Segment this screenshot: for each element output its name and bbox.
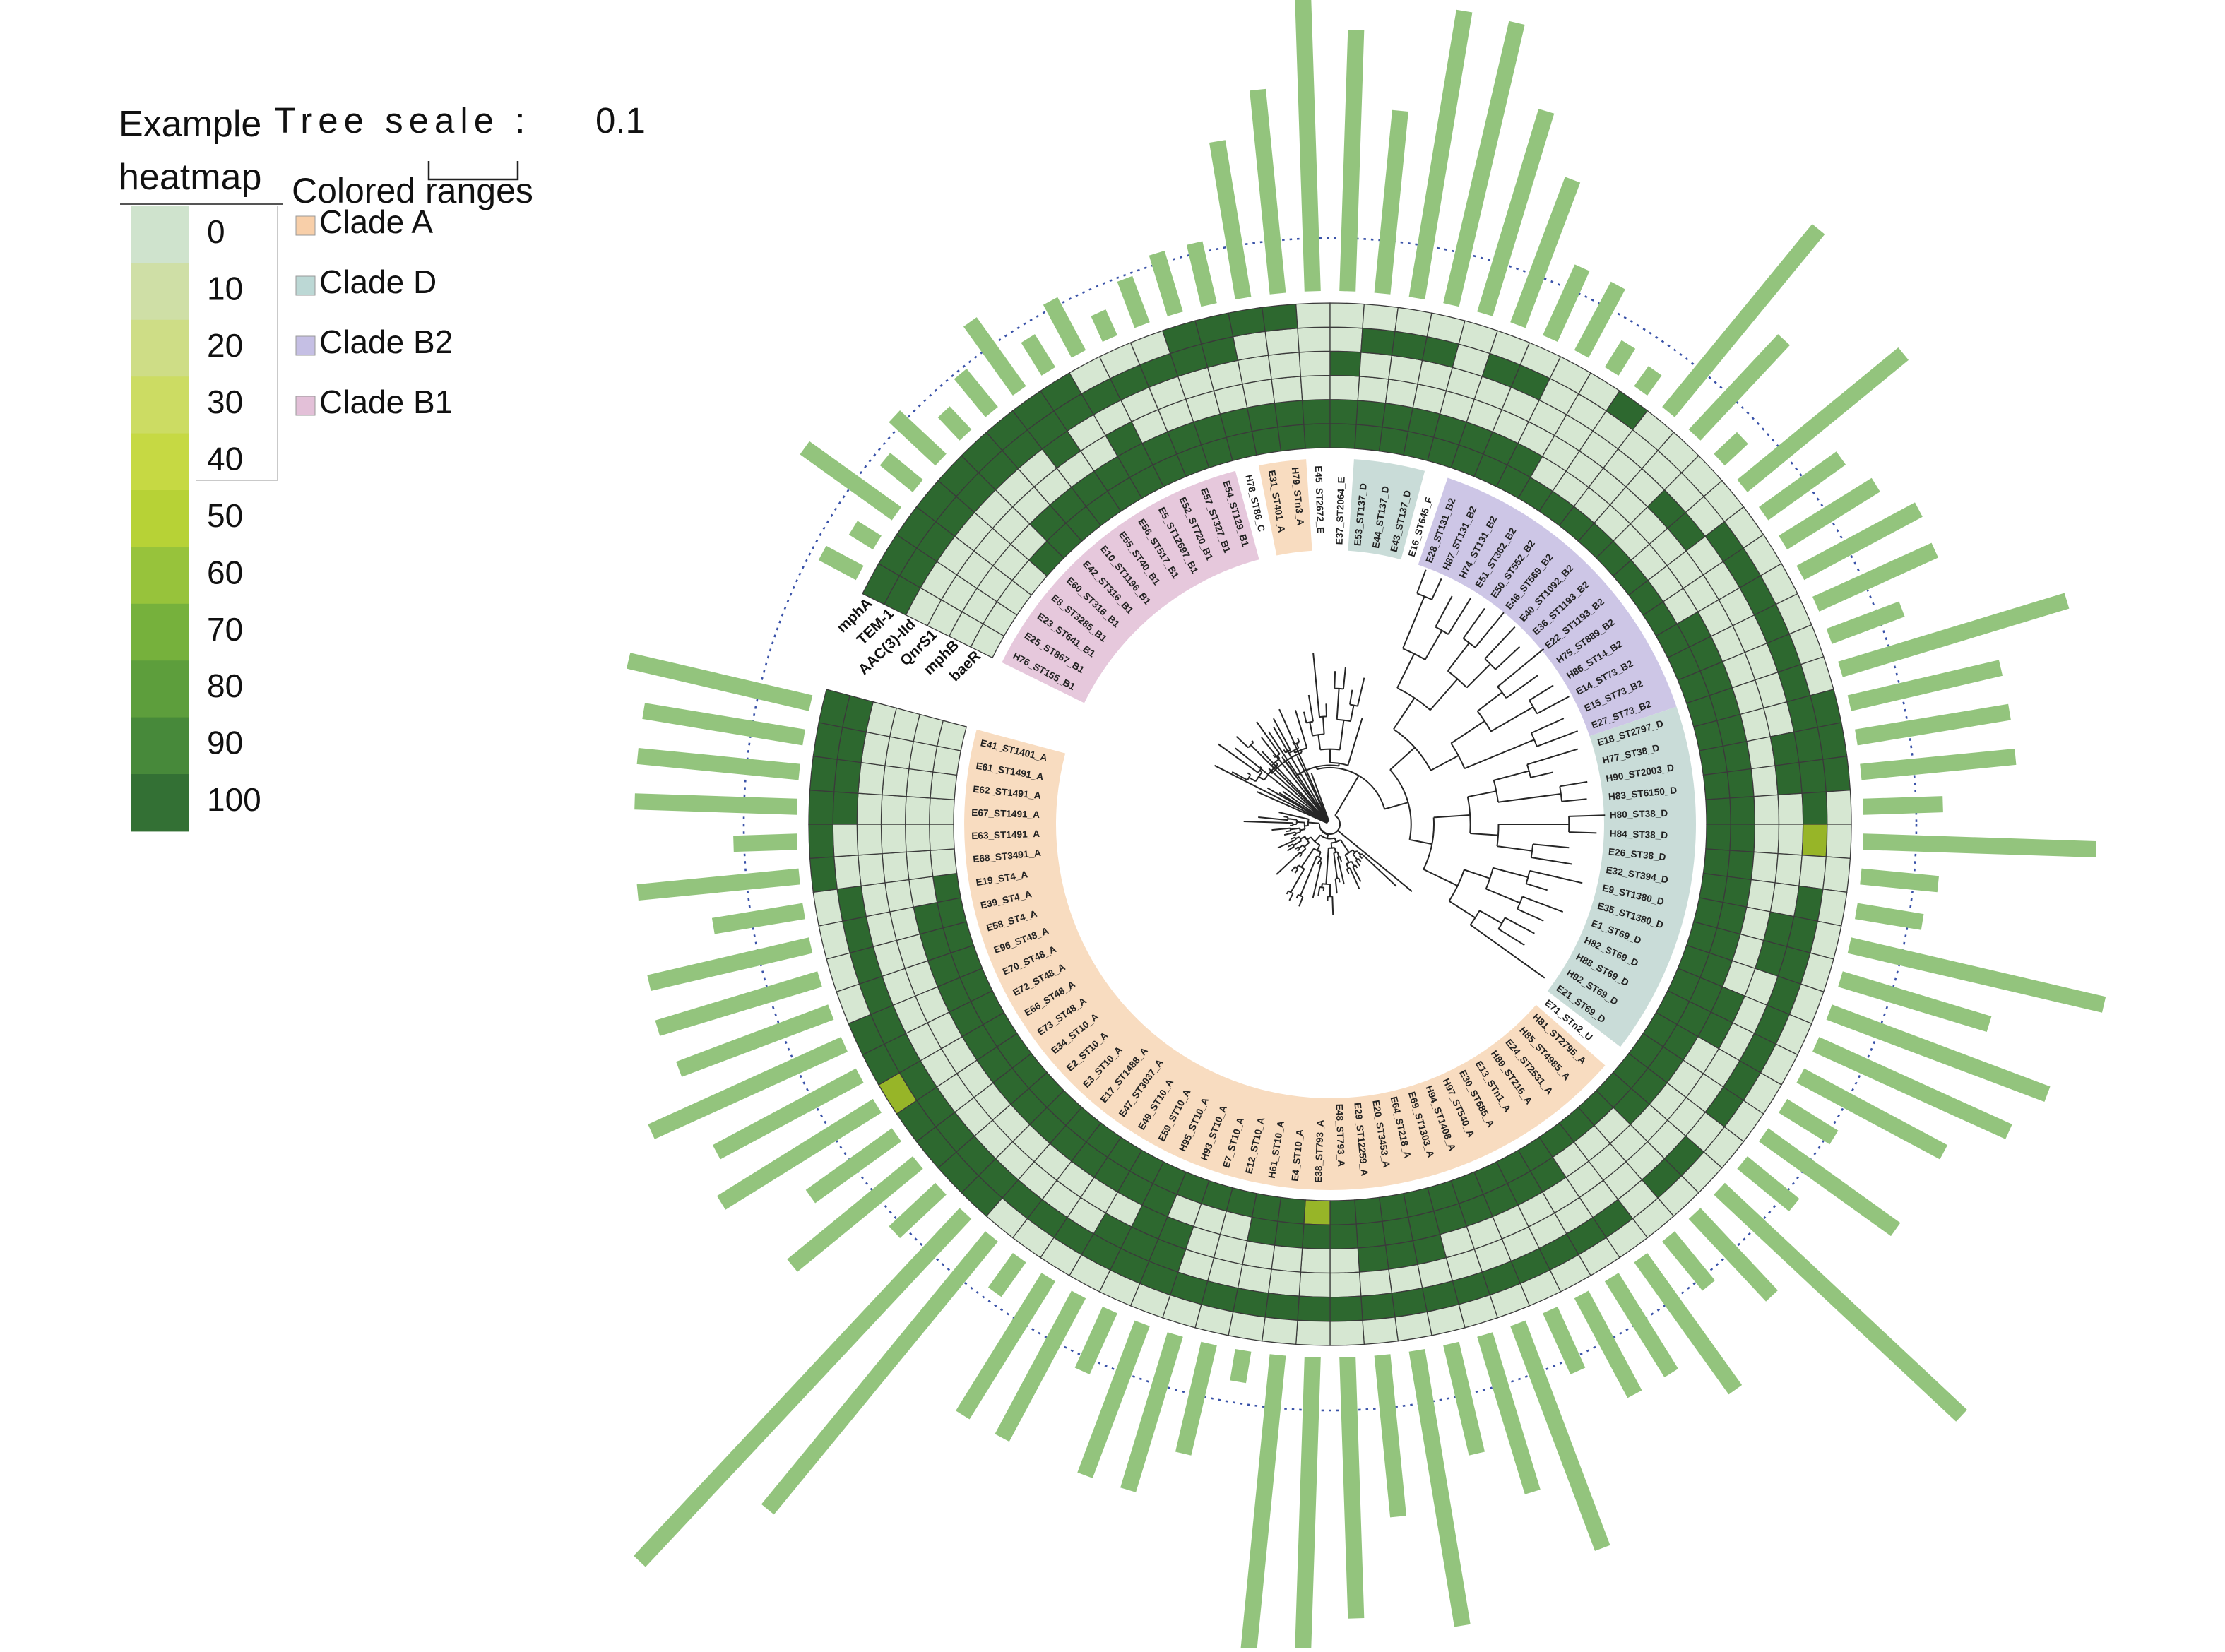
svg-text:90: 90	[207, 725, 243, 761]
svg-text:E45_ST2672_E: E45_ST2672_E	[1313, 465, 1326, 533]
svg-text:H80_ST38_D: H80_ST38_D	[1610, 808, 1668, 821]
svg-text:20: 20	[207, 327, 243, 364]
svg-text:80: 80	[207, 667, 243, 704]
svg-text:Clade B2: Clade B2	[319, 323, 453, 360]
svg-text:50: 50	[207, 497, 243, 534]
svg-text:0.1: 0.1	[595, 100, 646, 141]
svg-text:70: 70	[207, 611, 243, 648]
svg-text:Tree seale :: Tree seale :	[274, 100, 530, 141]
svg-text:E37_ST2064_E: E37_ST2064_E	[1334, 477, 1347, 545]
svg-text:Example: Example	[119, 104, 261, 145]
svg-text:E38_ST793_A: E38_ST793_A	[1313, 1119, 1326, 1183]
svg-text:100: 100	[207, 781, 261, 818]
svg-text:heatmap: heatmap	[119, 157, 261, 198]
svg-text:Colored ranges: Colored ranges	[292, 171, 533, 210]
svg-text:E48_ST793_A: E48_ST793_A	[1334, 1104, 1347, 1167]
svg-text:E63_ST1491_A: E63_ST1491_A	[971, 828, 1040, 841]
svg-text:60: 60	[207, 554, 243, 590]
svg-text:30: 30	[207, 384, 243, 420]
svg-text:Clade D: Clade D	[319, 263, 437, 300]
svg-text:0: 0	[207, 213, 225, 250]
svg-text:Clade A: Clade A	[319, 203, 433, 240]
svg-text:E4_ST10_A: E4_ST10_A	[1290, 1129, 1305, 1182]
svg-text:H84_ST38_D: H84_ST38_D	[1610, 828, 1668, 841]
svg-text:Clade B1: Clade B1	[319, 384, 453, 420]
svg-text:10: 10	[207, 270, 243, 307]
svg-text:40: 40	[207, 441, 243, 477]
svg-text:E67_ST1491_A: E67_ST1491_A	[971, 807, 1040, 820]
